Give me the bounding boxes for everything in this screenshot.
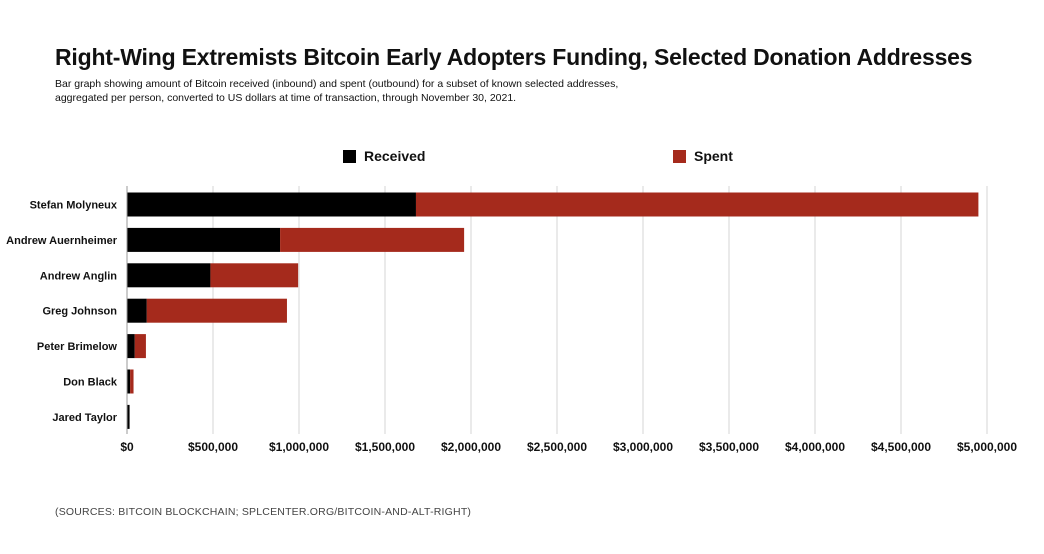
category-label: Don Black xyxy=(63,377,118,389)
bar-received-don-black xyxy=(127,369,131,394)
subtitle-line-2: aggregated per person, converted to US d… xyxy=(55,92,517,104)
legend-label-received: Received xyxy=(364,148,426,164)
category-label: Andrew Auernheimer xyxy=(6,235,118,247)
x-tick-label: $2,500,000 xyxy=(527,440,587,454)
category-label: Stefan Molyneux xyxy=(30,200,118,212)
legend-swatch-spent xyxy=(673,149,686,163)
x-tick-label: $0 xyxy=(120,440,134,454)
bar-received-greg-johnson xyxy=(127,298,147,323)
chart-title: Right-Wing Extremists Bitcoin Early Adop… xyxy=(55,44,973,70)
x-tick-label: $4,500,000 xyxy=(871,440,931,454)
x-tick-label: $500,000 xyxy=(188,440,238,454)
bar-received-andrew-anglin xyxy=(127,263,211,288)
legend-swatch-received xyxy=(343,149,356,163)
legend-received: Received xyxy=(343,147,425,165)
subtitle-line-1: Bar graph showing amount of Bitcoin rece… xyxy=(55,78,619,90)
bar-spent-andrew-auernheimer xyxy=(280,227,465,252)
legend-spent: Spent xyxy=(673,147,733,165)
category-label: Greg Johnson xyxy=(42,306,117,318)
source-note: (SOURCES: BITCOIN BLOCKCHAIN; SPLCENTER.… xyxy=(55,506,472,518)
x-tick-label: $4,000,000 xyxy=(785,440,845,454)
chart-subtitle: Bar graph showing amount of Bitcoin rece… xyxy=(55,77,655,105)
bar-spent-don-black xyxy=(130,369,134,394)
bar-received-andrew-auernheimer xyxy=(127,227,281,252)
bar-spent-greg-johnson xyxy=(146,298,287,323)
x-tick-label: $5,000,000 xyxy=(957,440,1017,454)
x-tick-label: $3,500,000 xyxy=(699,440,759,454)
bar-spent-andrew-anglin xyxy=(210,263,299,288)
bar-received-stefan-molyneux xyxy=(127,192,416,217)
bar-spent-peter-brimelow xyxy=(134,334,146,359)
x-tick-label: $2,000,000 xyxy=(441,440,501,454)
category-label: Andrew Anglin xyxy=(40,270,117,282)
bar-received-peter-brimelow xyxy=(127,334,135,359)
x-tick-label: $1,500,000 xyxy=(355,440,415,454)
legend-label-spent: Spent xyxy=(694,148,733,164)
category-label: Peter Brimelow xyxy=(37,341,118,353)
x-tick-label: $1,000,000 xyxy=(269,440,329,454)
x-tick-label: $3,000,000 xyxy=(613,440,673,454)
bar-received-jared-taylor xyxy=(127,404,130,429)
bar-spent-stefan-molyneux xyxy=(415,192,979,217)
category-label: Jared Taylor xyxy=(52,412,117,424)
